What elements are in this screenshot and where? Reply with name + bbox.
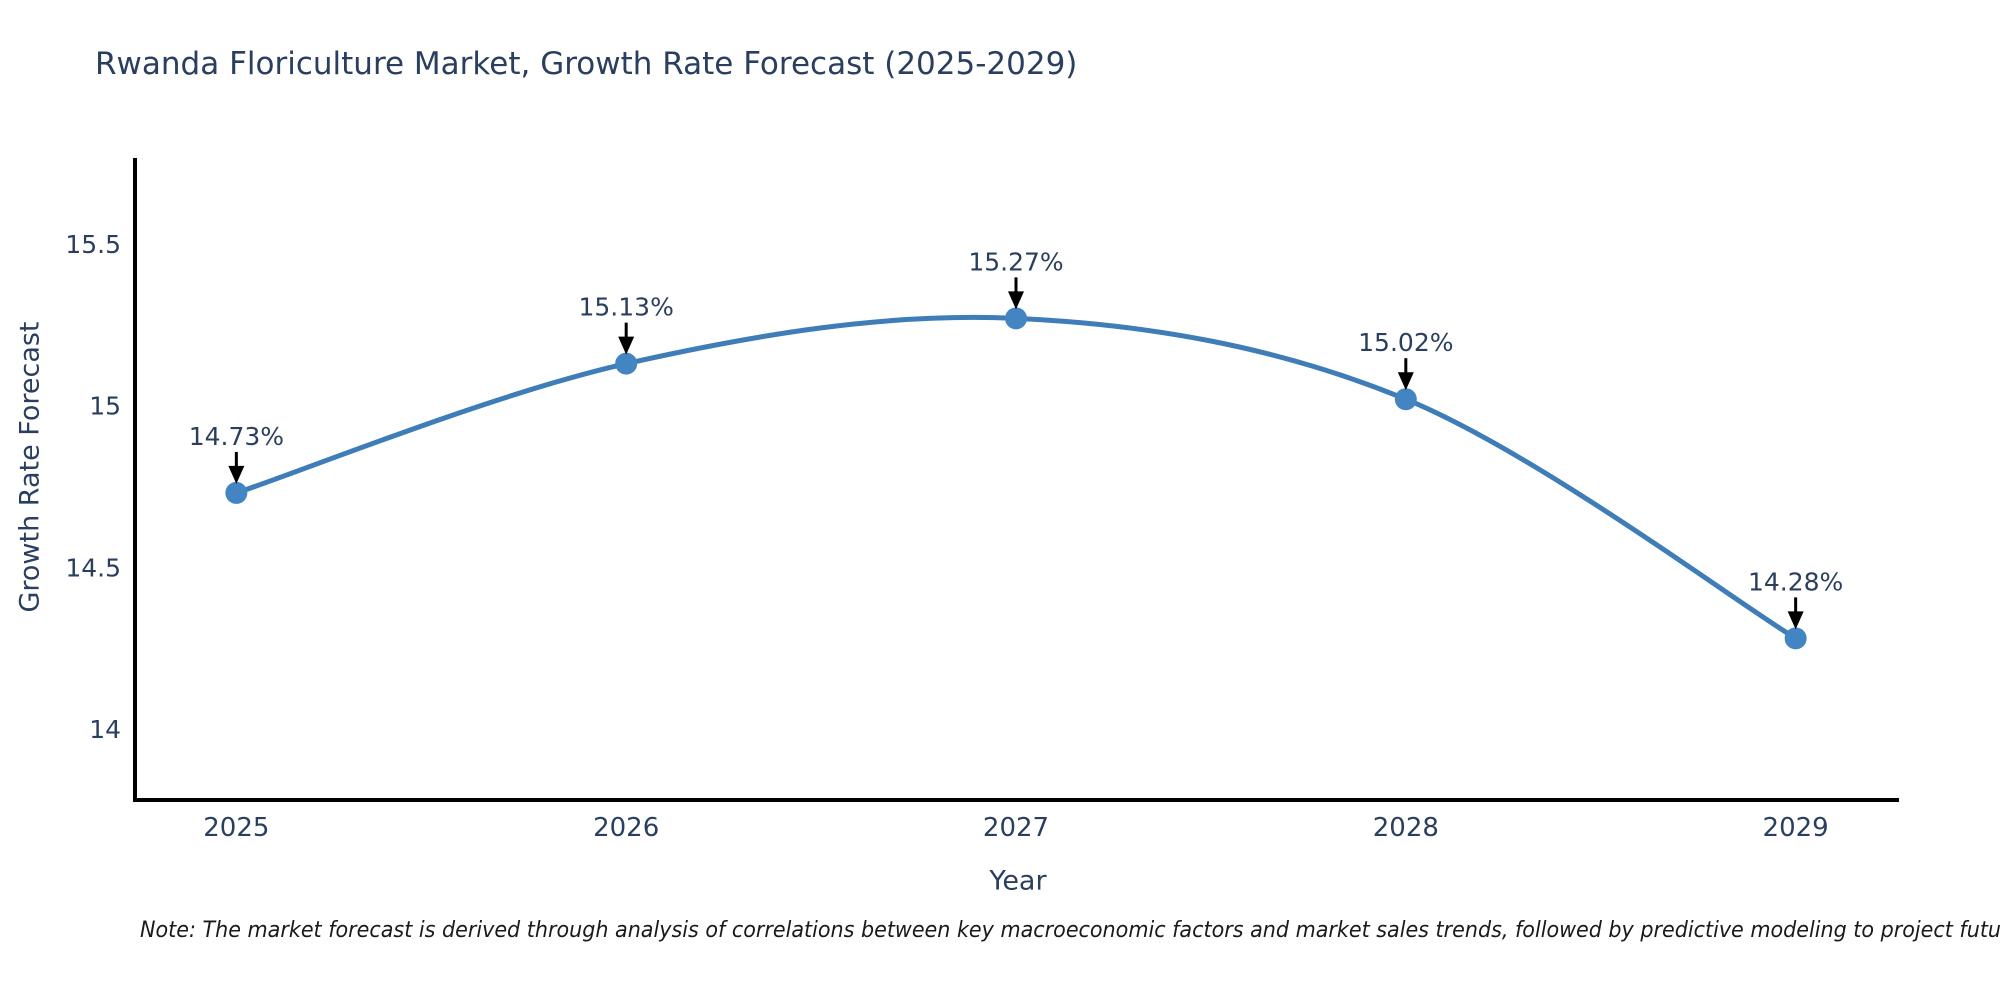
chart-title: Rwanda Floriculture Market, Growth Rate …: [95, 46, 1078, 82]
annotation-arrowhead-icon: [1008, 291, 1024, 310]
data-point-label: 15.13%: [579, 293, 674, 322]
y-axis-title: Growth Rate Forecast: [14, 321, 46, 613]
x-tick-label: 2028: [1373, 813, 1439, 843]
data-point-marker: [1005, 307, 1027, 330]
annotation-arrowhead-icon: [1397, 372, 1414, 391]
y-tick-label: 15: [89, 392, 121, 421]
annotation-arrowhead-icon: [1787, 611, 1804, 630]
x-axis-spine: [133, 798, 1899, 802]
data-point-label: 15.02%: [1358, 328, 1453, 357]
footnote: Note: The market forecast is derived thr…: [140, 918, 2000, 943]
y-axis-spine: [133, 158, 137, 802]
x-tick-label: 2029: [1763, 813, 1829, 843]
data-point-marker: [225, 481, 248, 504]
data-point-marker: [615, 352, 638, 375]
y-tick-label: 14.5: [65, 553, 121, 582]
data-point-label: 15.27%: [968, 247, 1063, 276]
y-tick-label: 15.5: [65, 230, 121, 259]
x-tick-label: 2025: [203, 813, 269, 843]
data-point-label: 14.28%: [1748, 567, 1843, 596]
data-point-label: 14.73%: [189, 422, 284, 451]
annotation-arrowhead-icon: [618, 336, 635, 355]
data-point-marker: [1784, 627, 1807, 650]
data-point-marker: [1394, 388, 1417, 411]
forecast-line: [233, 314, 1799, 641]
x-tick-label: 2027: [983, 813, 1049, 843]
y-tick-label: 14: [89, 715, 121, 744]
x-axis-title: Year: [989, 865, 1047, 897]
x-tick-label: 2026: [593, 813, 659, 843]
annotation-arrowhead-icon: [228, 465, 245, 484]
